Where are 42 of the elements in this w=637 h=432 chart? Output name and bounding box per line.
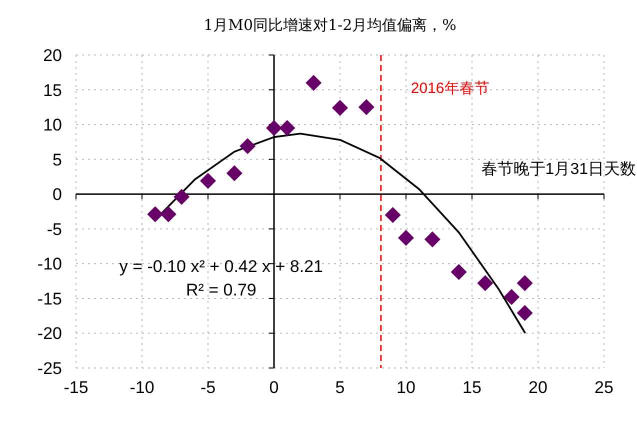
- point: [240, 138, 256, 154]
- annotation: R² = 0.79: [186, 280, 256, 300]
- point: [306, 74, 322, 91]
- point: [174, 188, 190, 205]
- point: [358, 99, 374, 116]
- point: [450, 264, 467, 280]
- point: [266, 120, 282, 136]
- point: [477, 275, 494, 292]
- y-tick-label: -25: [37, 359, 62, 378]
- x-tick-label: 10: [396, 378, 416, 397]
- x-tick-label: 15: [462, 378, 482, 397]
- x-tick-label: -10: [130, 378, 154, 397]
- ref-line-label: 2016年春节: [410, 80, 490, 97]
- point: [279, 120, 296, 136]
- y-tick-label: -15: [37, 289, 62, 308]
- x-tick-label: -5: [200, 378, 216, 397]
- point: [424, 231, 440, 248]
- y-tick-label: -10: [37, 254, 62, 274]
- y-tick-label: -20: [37, 324, 62, 344]
- y-tick-label: 0: [52, 185, 62, 204]
- chart-title: 1月M0同比增速对1-2月均值偏离，%: [204, 16, 456, 34]
- point: [200, 172, 216, 189]
- x-tick-label: 25: [594, 378, 614, 397]
- point: [226, 165, 242, 182]
- x-tick-label: 0: [269, 378, 279, 397]
- point: [160, 206, 176, 222]
- point: [516, 305, 533, 322]
- y-tick-label: 15: [43, 80, 62, 100]
- x-tick-label: 20: [528, 378, 548, 397]
- x-axis-title: 春节晚于1月31日天数: [481, 160, 636, 178]
- point: [332, 100, 348, 116]
- y-tick-label: 10: [43, 116, 62, 135]
- y-tick-label: 20: [43, 46, 62, 65]
- x-tick-label: 5: [335, 378, 345, 397]
- point: [384, 206, 401, 223]
- point: [516, 275, 533, 292]
- point: [504, 289, 520, 306]
- point: [147, 206, 164, 222]
- annotation: y = -0.10 x² + 0.42 x + 8.21: [119, 256, 324, 276]
- y-tick-label: 5: [52, 150, 62, 170]
- point: [398, 230, 414, 246]
- y-tick-label: -5: [46, 220, 62, 239]
